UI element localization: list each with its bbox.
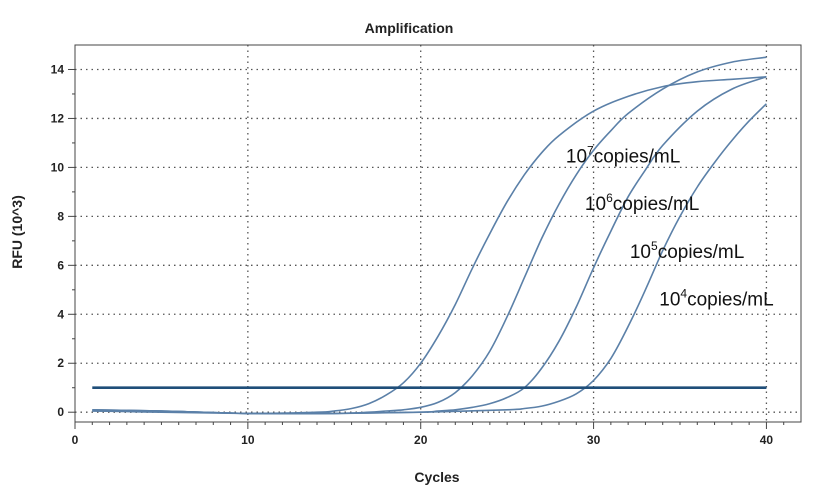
x-tick-label-3: 30 [587, 433, 601, 447]
series-lines [92, 56, 767, 415]
y-tick-label-5: 10 [51, 160, 65, 174]
x-tick-label-4: 40 [760, 433, 774, 447]
series-annotation-1: 106copies/mL [585, 191, 699, 215]
y-tick-label-1: 2 [57, 356, 64, 370]
grid [75, 45, 801, 422]
series-annotation-0: 107copies/mL [566, 144, 680, 168]
x-tick-label-0: 0 [72, 433, 79, 447]
y-tick-label-0: 0 [57, 405, 64, 419]
series-annotations: 107copies/mL 106copies/mL 105copies/mL 104c… [566, 144, 774, 311]
y-tick-label-4: 8 [57, 209, 64, 223]
x-tick-label-2: 20 [414, 433, 428, 447]
x-tick-label-1: 10 [241, 433, 255, 447]
series-annotation-2: 105copies/mL [630, 239, 744, 263]
axis-ticks: 0 10 20 30 40 0 2 4 6 8 10 12 14 [51, 62, 785, 447]
y-axis-label: RFU (10^3) [9, 195, 25, 269]
y-tick-label-2: 4 [57, 307, 64, 321]
x-axis-label: Cycles [414, 469, 459, 485]
chart-title: Amplification [365, 20, 454, 36]
series-line-0 [92, 76, 767, 415]
plot-frame [74, 44, 802, 423]
y-tick-label-7: 14 [51, 62, 65, 76]
series-annotation-3: 104copies/mL [659, 287, 773, 311]
y-tick-label-3: 6 [57, 258, 64, 272]
series-line-1 [92, 56, 767, 415]
y-tick-label-6: 12 [51, 111, 65, 125]
